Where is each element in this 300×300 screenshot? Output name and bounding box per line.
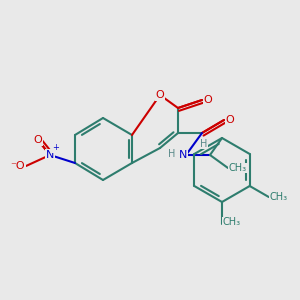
Text: N: N xyxy=(46,150,54,160)
Text: CH₃: CH₃ xyxy=(270,192,288,202)
Text: O: O xyxy=(156,90,164,100)
Text: CH₃: CH₃ xyxy=(229,163,247,173)
Text: H: H xyxy=(200,139,208,149)
Text: ⁻O: ⁻O xyxy=(11,161,25,171)
Text: H: H xyxy=(168,149,176,159)
Text: O: O xyxy=(226,115,234,125)
Text: N: N xyxy=(179,150,187,160)
Text: O: O xyxy=(34,135,42,145)
Text: O: O xyxy=(204,95,212,105)
Text: CH₃: CH₃ xyxy=(223,217,241,227)
Text: +: + xyxy=(52,143,59,152)
